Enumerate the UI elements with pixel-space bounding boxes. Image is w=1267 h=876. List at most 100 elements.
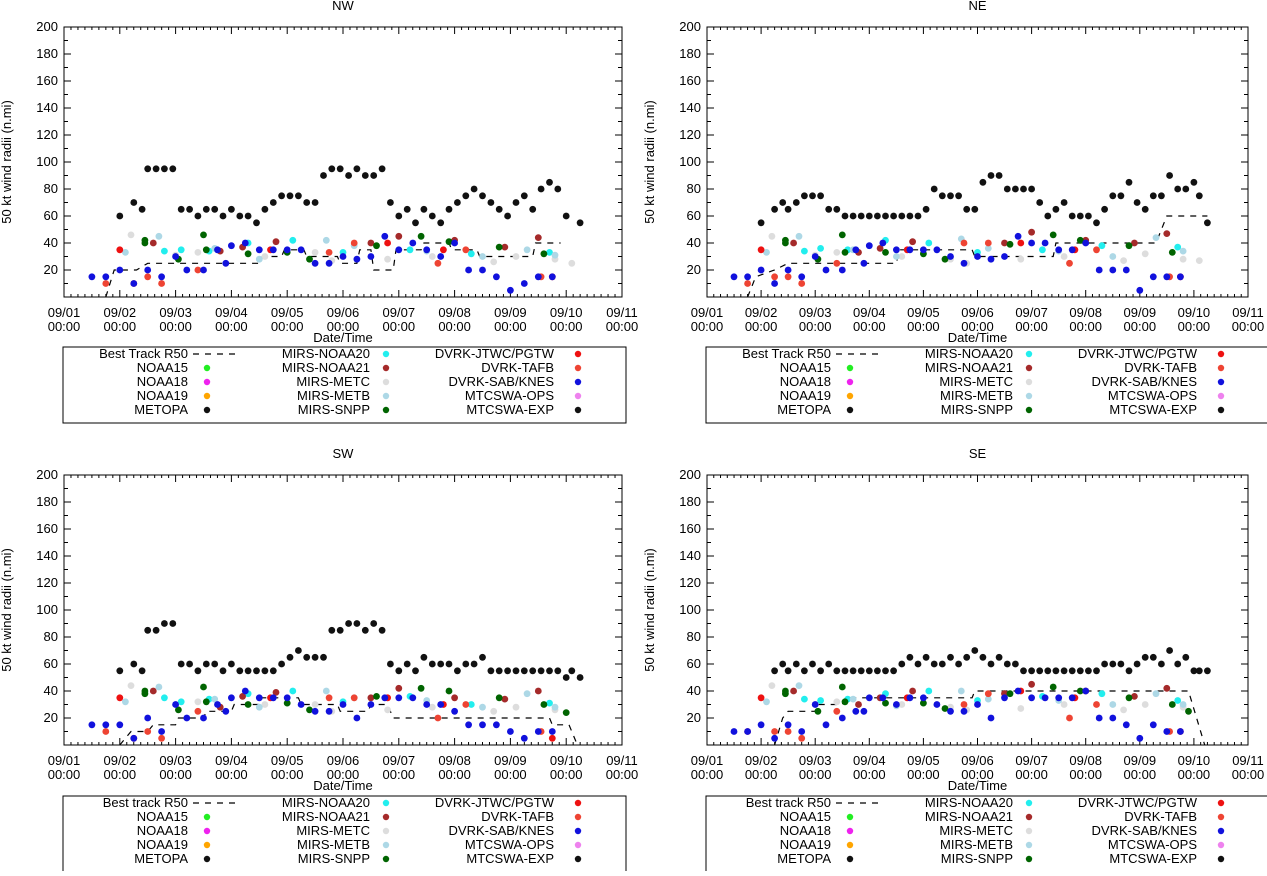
- x-tick-label: 09/04: [215, 305, 248, 320]
- data-point: [211, 695, 219, 703]
- data-point: [412, 219, 419, 227]
- x-tick-time-label: 00:00: [1069, 319, 1102, 334]
- data-point: [841, 249, 849, 256]
- x-tick-time-label: 00:00: [159, 319, 192, 334]
- data-point: [428, 212, 436, 220]
- data-point: [387, 660, 394, 668]
- x-tick-time-label: 00:00: [1069, 767, 1102, 782]
- data-point: [814, 707, 822, 715]
- data-point: [177, 205, 185, 213]
- data-point: [445, 687, 453, 695]
- data-point: [328, 165, 336, 173]
- data-point: [855, 701, 862, 708]
- data-point: [462, 660, 470, 668]
- data-point: [462, 192, 470, 200]
- data-point: [1152, 690, 1160, 698]
- legend-marker: [382, 378, 390, 386]
- x-tick-label: 09/01: [691, 753, 724, 768]
- legend-label: MIRS-SNPP: [941, 402, 1013, 417]
- data-point: [890, 667, 897, 675]
- data-point: [554, 185, 562, 193]
- data-point: [487, 667, 495, 675]
- x-tick-label: 09/10: [550, 753, 583, 768]
- data-point: [295, 647, 302, 654]
- data-point: [1066, 714, 1073, 722]
- data-point: [155, 683, 163, 691]
- legend-label: DVRK-SAB/KNES: [1092, 823, 1198, 838]
- legend-label: NOAA18: [137, 374, 188, 389]
- legend-marker: [574, 364, 582, 372]
- data-point: [102, 273, 110, 281]
- legend-label: DVRK-JTWC/PGTW: [1078, 346, 1198, 361]
- x-tick-time-label: 00:00: [104, 319, 137, 334]
- data-point: [568, 259, 576, 267]
- data-point: [306, 255, 313, 263]
- data-point: [412, 667, 419, 675]
- data-point: [809, 660, 816, 668]
- data-point: [882, 249, 889, 256]
- data-point: [116, 246, 124, 254]
- legend-marker: [846, 841, 854, 849]
- data-point: [161, 620, 168, 627]
- data-point: [440, 246, 447, 254]
- data-point: [1055, 246, 1063, 254]
- data-point: [1122, 721, 1130, 729]
- data-point: [161, 165, 168, 173]
- data-point: [278, 660, 285, 668]
- data-point: [1006, 240, 1014, 248]
- y-tick-label: 180: [36, 494, 58, 509]
- data-point: [876, 245, 884, 252]
- data-point: [1109, 660, 1117, 668]
- data-point: [228, 694, 235, 702]
- data-point: [367, 239, 375, 247]
- legend-marker: [1217, 855, 1225, 863]
- x-tick-label: 09/11: [1232, 753, 1264, 768]
- y-tick-label: 40: [44, 235, 58, 250]
- data-point: [825, 205, 833, 213]
- data-point: [1190, 667, 1198, 675]
- data-point: [141, 239, 149, 247]
- y-axis-title: 50 kt wind radii (n.mi): [642, 100, 657, 224]
- data-point: [1036, 199, 1044, 206]
- legend-marker: [574, 827, 582, 835]
- legend-frame: [705, 346, 1267, 424]
- legend-marker: [846, 813, 854, 821]
- data-point: [1125, 667, 1133, 675]
- legend-marker: [574, 813, 582, 821]
- data-point: [325, 259, 333, 267]
- series-dvrk-sab-knes: [730, 232, 1184, 294]
- y-tick-label: 40: [44, 683, 58, 698]
- x-tick-label: 09/06: [327, 753, 360, 768]
- data-point: [1109, 701, 1117, 708]
- data-point: [289, 687, 297, 695]
- data-point: [792, 199, 800, 206]
- data-point: [495, 694, 503, 702]
- data-point: [241, 687, 249, 695]
- data-point: [1141, 701, 1149, 708]
- legend-marker: [846, 364, 854, 372]
- data-point: [529, 667, 537, 675]
- data-point: [1117, 660, 1125, 668]
- legend-label: NOAA15: [137, 360, 188, 375]
- data-point: [520, 280, 528, 287]
- x-tick-label: 09/07: [383, 753, 416, 768]
- data-point: [1039, 246, 1046, 254]
- series-mirs-snpp: [141, 231, 548, 263]
- x-tick-label: 09/02: [745, 305, 778, 320]
- data-point: [947, 653, 954, 661]
- data-point: [817, 192, 824, 200]
- x-tick-time-label: 00:00: [550, 319, 583, 334]
- data-point: [1036, 667, 1044, 675]
- data-point: [548, 734, 556, 742]
- data-point: [1163, 728, 1171, 735]
- data-point: [286, 653, 294, 661]
- data-point: [817, 667, 824, 675]
- data-point: [303, 653, 311, 661]
- data-point: [909, 238, 916, 246]
- data-point: [116, 212, 124, 220]
- data-point: [202, 205, 210, 213]
- data-point: [130, 734, 138, 742]
- series-mtcswa-exp: [771, 647, 1211, 675]
